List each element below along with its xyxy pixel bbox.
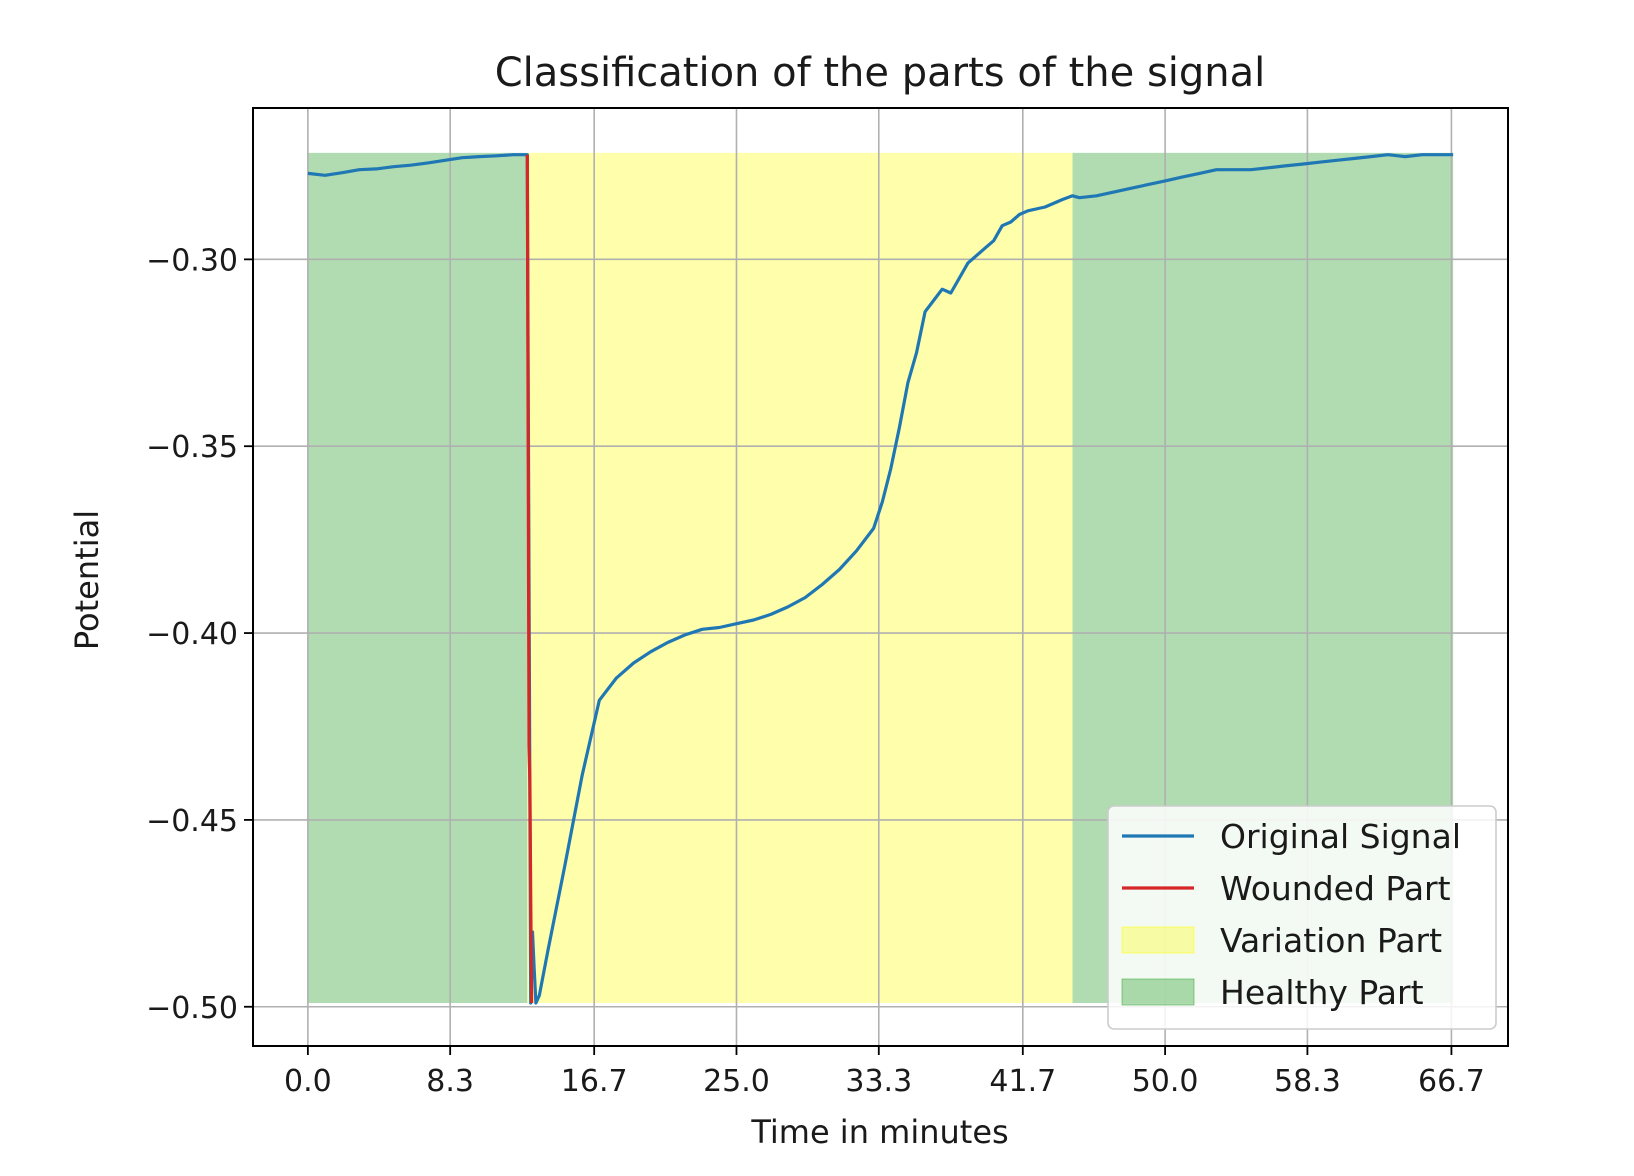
x-tick-label-5: 41.7 — [989, 1064, 1056, 1099]
legend-label-wounded-part: Wounded Part — [1220, 869, 1451, 908]
legend-label-variation-part: Variation Part — [1220, 921, 1442, 960]
legend-label-healthy-part: Healthy Part — [1220, 973, 1424, 1012]
y-tick-label-1: −0.35 — [146, 430, 238, 465]
y-axis-label: Potential — [68, 510, 106, 650]
region-healthy-part-0 — [307, 152, 528, 1004]
x-tick-label-0: 0.0 — [284, 1064, 332, 1099]
y-tick-label-0: −0.30 — [146, 243, 238, 278]
x-axis-label: Time in minutes — [750, 1113, 1008, 1151]
chart-title: Classification of the parts of the signa… — [495, 50, 1266, 96]
x-tick-label-4: 33.3 — [845, 1064, 912, 1099]
x-tick-label-3: 25.0 — [703, 1064, 770, 1099]
x-tick-label-7: 58.3 — [1274, 1064, 1341, 1099]
x-tick-label-8: 66.7 — [1418, 1064, 1485, 1099]
axes-frame — [252, 107, 1509, 1047]
x-tick-label-1: 8.3 — [426, 1064, 474, 1099]
legend-label-original-signal: Original Signal — [1220, 817, 1461, 856]
y-tick-label-4: −0.50 — [146, 991, 238, 1026]
legend-swatch-variation-part — [1121, 926, 1195, 954]
legend-swatch-healthy-part — [1121, 978, 1195, 1006]
legend-box — [1107, 805, 1497, 1030]
y-tick-label-2: −0.40 — [146, 617, 238, 652]
region-variation-part-1 — [527, 152, 1073, 1004]
x-tick-label-6: 50.0 — [1132, 1064, 1199, 1099]
y-tick-label-3: −0.45 — [146, 804, 238, 839]
x-tick-label-2: 16.7 — [561, 1064, 628, 1099]
legend: Original Signal Wounded Part Variation Par… — [1107, 805, 1497, 1030]
series-line-wounded-part — [525, 154, 534, 1004]
